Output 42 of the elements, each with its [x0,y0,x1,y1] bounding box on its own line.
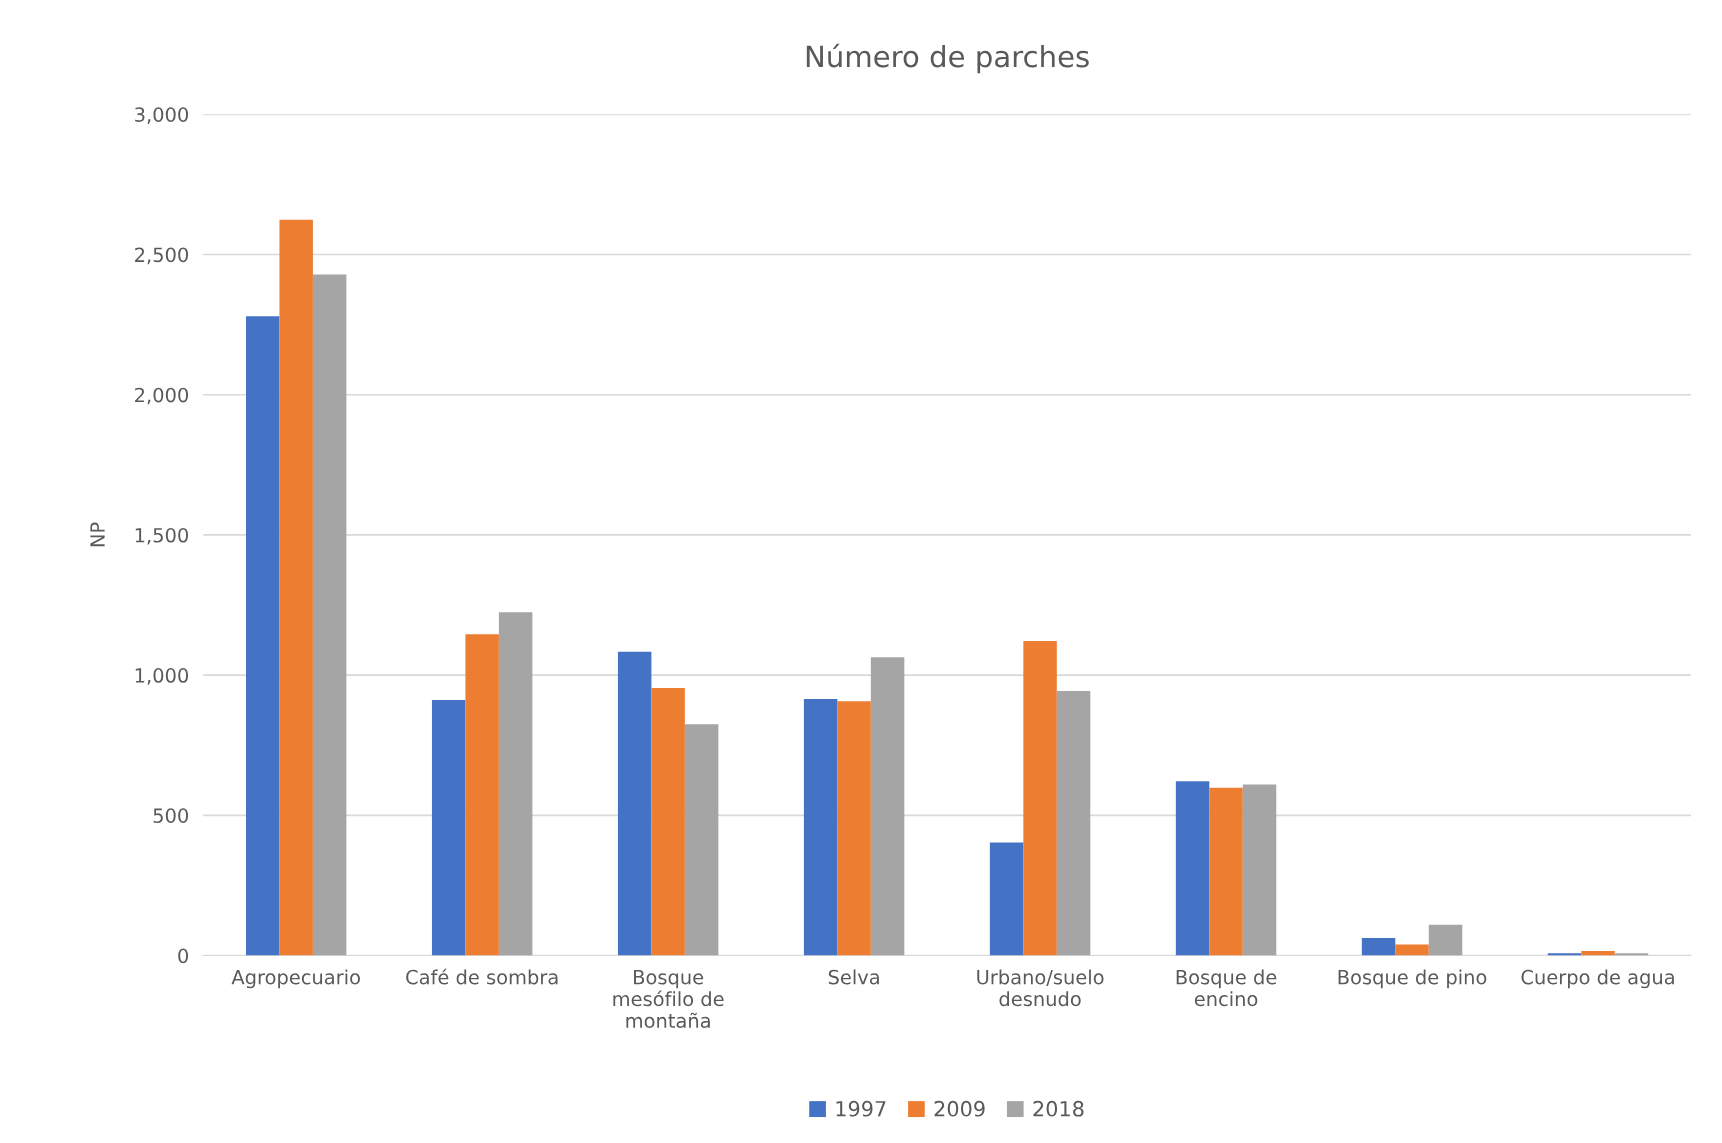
bar [245,316,280,956]
y-tick-label: 2,500 [135,247,189,265]
legend-label: 2009 [934,1100,985,1117]
bar [312,274,347,956]
chart-title: Número de parches [806,43,1089,74]
y-tick-label: 2,000 [135,387,189,405]
x-tick-label: Bosque mesófilo de montaña [613,970,724,1029]
y-tick-label: 1,000 [135,668,189,685]
bar [1209,787,1243,956]
bar [651,688,685,956]
bar [1581,951,1615,956]
bar [498,612,533,956]
bar [1056,691,1091,956]
x-tick-label: Bosque de encino [1176,969,1277,1007]
x-tick-label: Agropecuario [231,969,360,989]
x-tick-label: Urbano/suelo desnudo [977,969,1104,1007]
bar [1242,784,1277,956]
legend-label: 2018 [1033,1100,1084,1117]
bar [870,657,905,956]
y-tick-label: 1,500 [135,527,189,545]
bar [803,698,838,956]
bar [1175,781,1210,956]
y-tick-label: 3,000 [135,107,189,124]
x-tick-label: Café de sombra [406,968,558,985]
bar [1361,937,1396,956]
bar [837,701,871,956]
bar [1023,640,1057,956]
bar [465,634,499,956]
x-tick-label: Selva [828,969,879,985]
bar [279,219,313,956]
bar [1428,924,1463,956]
y-tick-label: 500 [153,808,189,823]
legend-label: 1997 [836,1100,886,1117]
bar [617,651,652,956]
bar [989,842,1024,956]
bar [431,700,466,956]
y-tick-label: 0 [178,948,189,964]
y-axis-title: NP [90,522,105,547]
bar [1395,944,1429,956]
x-tick-label: Cuerpo de agua [1521,969,1674,989]
bar [684,724,719,956]
x-tick-label: Bosque de pino [1338,969,1487,989]
